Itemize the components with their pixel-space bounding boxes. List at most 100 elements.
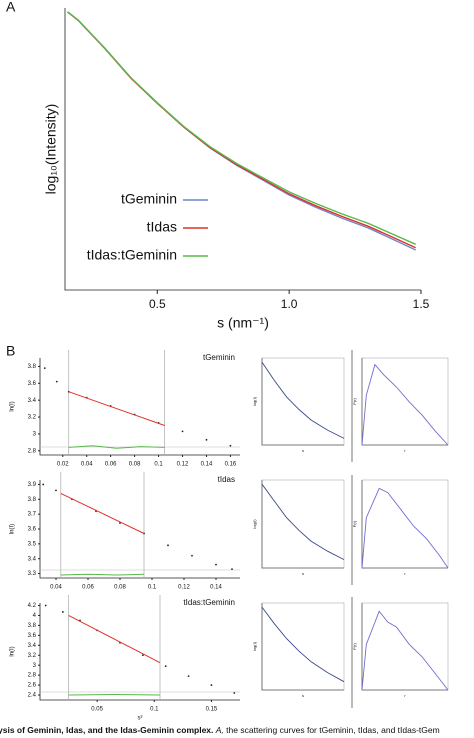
plot-frame [361,479,449,569]
x-axis-label: r [404,693,406,698]
data-line [67,11,416,245]
axis [39,358,240,456]
y-tick-label: 3.3 [28,571,37,577]
panel-label: B [6,343,15,359]
data-line [261,361,345,439]
y-tick-label: 3.8 [28,364,37,370]
data-line [361,610,449,691]
x-tick-label: 0.1 [154,462,163,468]
axis [261,603,344,691]
x-tick-label: 0.12 [177,462,189,468]
y-axis-label: ln(I) [10,401,16,411]
data-point [210,684,213,686]
panel-label: A [6,0,16,15]
y-tick-label: 2.8 [28,448,37,454]
data-point [191,554,193,557]
x-tick-label: 1.0 [281,297,298,311]
data-point [233,692,236,694]
legend-label: tIdas:tGeminin [87,247,177,263]
y-tick-label: 3.6 [28,633,37,639]
y-axis-label: log₁₀(Intensity) [43,104,59,195]
y-tick-label: 2.8 [28,673,37,679]
legend-label: tIdas [147,219,177,235]
x-tick-label: 0.08 [114,585,126,591]
data-point [205,438,208,441]
data-line [361,363,449,446]
axis [361,358,448,446]
data-line [261,483,345,561]
x-axis-label: s² [138,716,143,722]
y-axis-label: P(r) [352,398,357,405]
data-point [187,675,190,678]
data-line [261,606,345,683]
data-line [68,445,165,449]
data-line [68,614,161,664]
data-line [361,487,449,569]
y-tick-label: 3.7 [28,512,37,518]
data-point [141,654,144,657]
data-point [55,380,58,383]
data-point [231,568,233,570]
plot-frame [361,602,449,691]
data-point [167,544,169,547]
plot-frame [261,602,345,691]
x-tick-label: 0.06 [82,585,94,591]
y-axis-label: log(I) [252,641,257,651]
x-axis-label: s [302,571,304,576]
x-tick-label: 0.08 [129,462,141,468]
x-tick-label: 0.06 [105,462,117,468]
x-tick-label: 0.5 [149,297,166,311]
data-point [55,489,57,492]
x-tick-label: 0.02 [57,462,69,468]
y-tick-label: 3.2 [28,653,37,659]
plot-frame [261,357,345,446]
x-axis-label: s [302,693,304,698]
plot-title: tIdas:tGeminin [183,598,235,607]
data-point [215,563,217,566]
y-tick-label: 2.4 [28,693,37,699]
y-tick-label: 3 [33,663,37,669]
y-tick-label: 3.8 [28,497,37,503]
axis [261,480,344,569]
data-line [68,391,165,426]
y-tick-label: 3.4 [28,643,37,649]
x-tick-label: 0.14 [201,462,213,468]
legend-label: tGeminin [121,191,177,207]
plot-title: tGeminin [203,353,235,362]
plot-frame [361,357,449,446]
x-tick-label: 0.1 [150,707,159,713]
y-tick-label: 3.4 [28,398,37,404]
x-tick-label: 0.04 [81,462,93,468]
data-line [68,693,161,696]
data-point [44,604,47,607]
x-axis-label: s (nm⁻¹) [217,315,269,331]
x-tick-label: 1.5 [413,297,430,311]
data-point [43,367,46,370]
y-tick-label: 4.2 [28,603,37,609]
x-tick-label: 0.12 [178,585,190,591]
y-axis-label: ln(I) [10,524,16,534]
data-line [60,573,145,576]
data-point [229,444,232,447]
y-tick-label: 3.2 [28,415,37,421]
caption-italic: A, [215,725,224,735]
data-line [67,11,416,249]
axis [39,603,240,701]
x-axis-label: r [404,448,406,453]
caption-bold: ysis of Geminin, Idas, and the Idas-Gemi… [0,725,213,735]
x-axis-label: s [302,448,304,453]
axis [64,8,421,291]
y-axis-label: log(I) [252,519,257,529]
axis [361,480,448,569]
y-axis-label: ln(I) [10,646,16,656]
axis [39,480,240,579]
data-point [42,483,45,486]
caption: ysis of Geminin, Idas, and the Idas-Gemi… [0,725,440,735]
data-line [60,492,145,534]
axis [361,603,448,691]
plot-frame [261,479,345,569]
x-tick-label: 0.15 [206,707,218,713]
data-point [181,430,184,433]
x-tick-label: 0.04 [50,585,62,591]
y-tick-label: 3.5 [28,541,37,547]
